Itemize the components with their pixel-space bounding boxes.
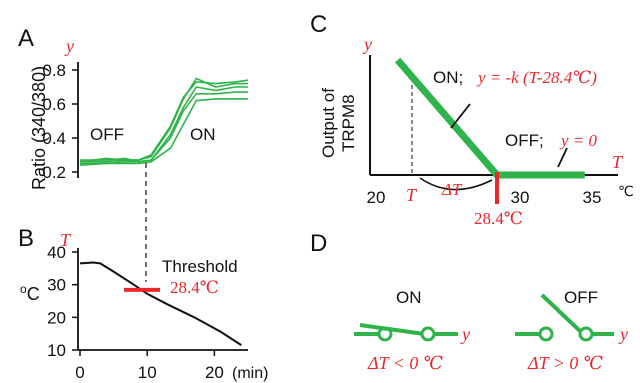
panel-b-xlabel: (min) [232,365,268,382]
panel-a-on-label: ON [190,125,216,144]
panel-c-x-ticks: 20 30 35 [367,188,602,207]
panel-c-unit: ℃ [618,183,634,199]
panel-d-letter: D [310,230,327,257]
c-xtick-label: 35 [583,188,602,207]
b-xtick-label: 20 [205,363,224,382]
panel-d-on-label: ON [396,288,422,307]
panel-c-t-marker: T [406,185,418,205]
panel-a-y-ticks: 0.2 0.4 0.6 0.8 [42,61,78,182]
b-ytick-label: 30 [47,276,66,295]
panel-d: D ON y ΔT < 0 ℃ OFF y ΔT > 0 ℃ [310,230,628,373]
a-ytick-label: 0.2 [42,163,66,182]
a-ytick-label: 0.4 [42,129,66,148]
panel-a-traces [79,77,249,166]
panel-c-delta-t: ΔT [441,180,463,199]
panel-a-off-label: OFF [90,125,124,144]
panel-a-y-symbol: y [64,36,74,56]
panel-c-on-equation: y = -k (T-28.4℃) [476,68,597,87]
panel-c-letter: C [310,11,327,38]
on-switch-icon [354,323,458,342]
panel-a: A y Ratio (340/380) 0.2 0.4 0.6 0.8 OFF ON [18,25,249,190]
panel-c-off-prefix: OFF; [505,131,544,150]
panel-a-ylabel: Ratio (340/380) [29,66,49,190]
panel-a-letter: A [18,25,34,52]
c-xtick-label: 30 [511,188,530,207]
a-trace-2 [80,77,248,163]
panel-b-t-symbol: T [60,230,72,250]
panel-b-threshold-value: 28.4℃ [170,278,219,297]
a-trace-3 [80,91,248,165]
a-ytick-label: 0.8 [42,61,66,80]
a-trace-5 [79,79,249,163]
panel-d-on-condition: ΔT < 0 ℃ [367,353,443,373]
b-ytick-label: 20 [47,308,66,327]
panel-c-off-pointer [557,147,568,168]
panel-c-threshold-value: 28.4℃ [474,209,523,228]
a-trace-4 [79,98,248,166]
panel-c-delta-arc [419,177,493,191]
panel-d-on-y: y [460,324,470,344]
panel-c-on-prefix: ON; [433,68,463,87]
b-ytick-label: 10 [47,341,66,360]
panel-d-off-y: y [618,324,628,344]
b-xtick-label: 10 [138,363,157,382]
panel-b-letter: B [18,225,34,252]
c-xtick-label: 20 [367,188,386,207]
panel-b-x-ticks: 0 10 20 [75,350,224,382]
panel-b-y-ticks: 10 20 30 40 [47,243,78,360]
panel-b-threshold-label: Threshold [162,257,238,276]
b-ytick-label: 40 [47,243,66,262]
panel-d-off-label: OFF [564,288,598,307]
panel-c: C y Output of TRPM8 ON; y = -k (T-28.4℃)… [310,11,634,228]
panel-c-y-symbol: y [362,34,372,54]
b-xtick-label: 0 [75,363,84,382]
off-switch-icon [515,293,614,342]
panel-b: B T oC 10 20 30 40 0 10 20 (min) Threshold 28… [18,225,268,382]
panel-c-off-equation: y = 0 [559,131,598,150]
panel-c-t-axis-symbol: T [612,152,624,172]
panel-c-ylabel-line2: TRPM8 [339,94,358,152]
a-ytick-label: 0.6 [42,95,66,114]
panel-c-on-pointer [450,103,471,129]
panel-b-ylabel: oC [20,282,40,304]
panel-d-off-condition: ΔT > 0 ℃ [527,353,603,373]
panel-c-ylabel-line1: Output of [319,88,338,158]
